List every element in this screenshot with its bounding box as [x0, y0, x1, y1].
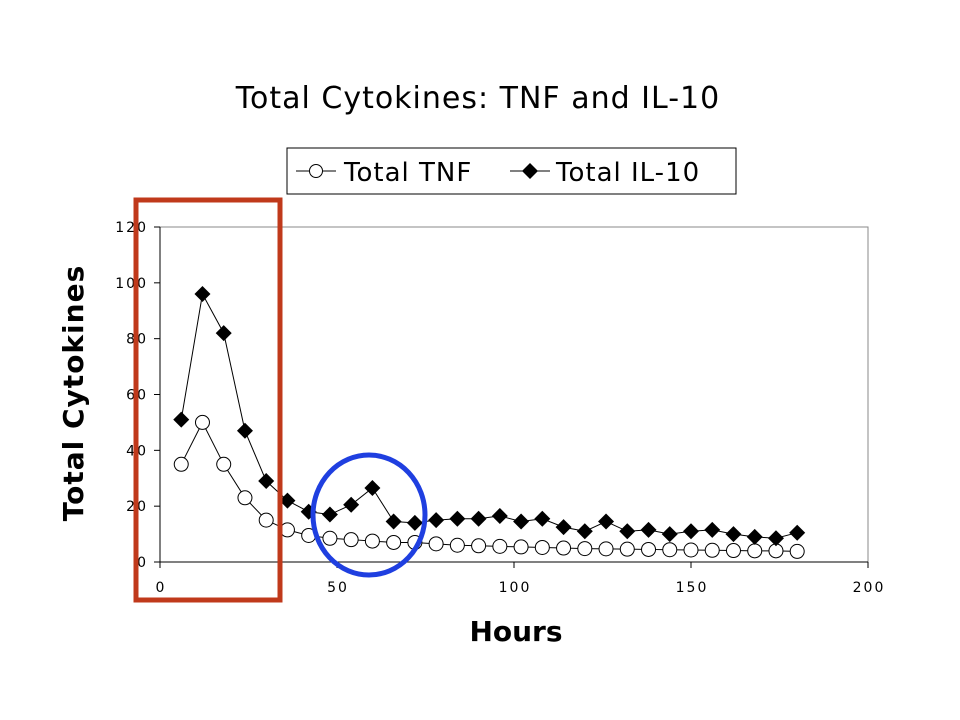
x-tick-label: 50 [327, 580, 349, 596]
il10-point [428, 512, 445, 529]
plot-area [159, 226, 869, 563]
il10-point [789, 524, 806, 541]
tnf-point [216, 456, 232, 472]
tnf-point [322, 530, 338, 546]
x-tick-label: 0 [156, 580, 167, 596]
tnf-point [534, 539, 550, 555]
x-tick-label: 200 [853, 580, 886, 596]
il10-point [683, 523, 699, 540]
tnf-point [428, 536, 444, 552]
il10-point [470, 510, 487, 527]
legend-marker-tnf [309, 164, 323, 178]
il10-point [279, 492, 296, 509]
il10-point [767, 530, 784, 547]
tnf-point [173, 456, 189, 472]
il10-point [194, 286, 211, 302]
tnf-point [364, 533, 380, 549]
series-line-tnf [180, 421, 798, 552]
il10-point [406, 514, 423, 531]
y-tick-label: 120 [115, 220, 148, 236]
il10-point [555, 519, 572, 536]
legend: Total TNF Total IL-10 [286, 147, 737, 195]
il10-point [449, 510, 466, 527]
tnf-point [449, 537, 465, 553]
x-tick-label: 150 [676, 580, 709, 596]
tnf-point [471, 538, 487, 554]
tnf-point [725, 543, 741, 559]
tnf-point [237, 490, 253, 506]
il10-point [321, 506, 338, 523]
il10-point [746, 528, 763, 545]
series-line-il10 [180, 292, 798, 539]
tnf-point [747, 543, 763, 559]
il10-point [619, 523, 636, 540]
y-tick-label: 0 [137, 555, 148, 571]
chart-title: Total Cytokines: TNF and IL-10 [235, 81, 720, 116]
il10-point [598, 513, 615, 530]
il10-point [725, 526, 742, 543]
tnf-point [513, 539, 529, 555]
tnf-point [577, 541, 593, 557]
tnf-point [598, 541, 614, 557]
legend-label-tnf: Total TNF [343, 158, 472, 188]
tnf-point [386, 534, 402, 550]
il10-point [704, 521, 721, 538]
tnf-point [279, 522, 295, 538]
tnf-point [619, 541, 635, 557]
il10-point [491, 507, 508, 524]
tnf-point [258, 512, 274, 528]
il10-point [236, 422, 253, 439]
x-tick-label: 100 [499, 580, 532, 596]
tnf-point [492, 538, 508, 554]
x-axis-label: Hours [469, 615, 562, 648]
il10-point [215, 325, 232, 342]
il10-point [385, 513, 402, 530]
il10-point [173, 411, 190, 428]
highlight-box-early-phase [133, 197, 283, 603]
tnf-point [343, 532, 359, 548]
il10-point [534, 510, 551, 527]
tnf-point [683, 542, 699, 558]
y-tick-label: 100 [115, 276, 148, 292]
tnf-point [704, 542, 720, 558]
legend-label-il10: Total IL-10 [555, 158, 700, 188]
il10-point [576, 523, 593, 540]
tnf-point [662, 542, 678, 558]
il10-point [661, 526, 678, 543]
tnf-point [194, 414, 210, 430]
il10-point [513, 513, 530, 530]
y-axis-label: Total Cytokines [57, 265, 90, 521]
legend-marker-il10 [522, 163, 538, 179]
il10-point [364, 480, 381, 497]
series-layer [173, 286, 806, 559]
highlight-circle-second-peak [310, 452, 428, 578]
il10-point [640, 521, 657, 538]
tnf-point [556, 540, 572, 556]
il10-point [343, 496, 360, 513]
tnf-point [641, 541, 657, 557]
il10-point [258, 473, 275, 490]
tnf-point [789, 543, 805, 559]
